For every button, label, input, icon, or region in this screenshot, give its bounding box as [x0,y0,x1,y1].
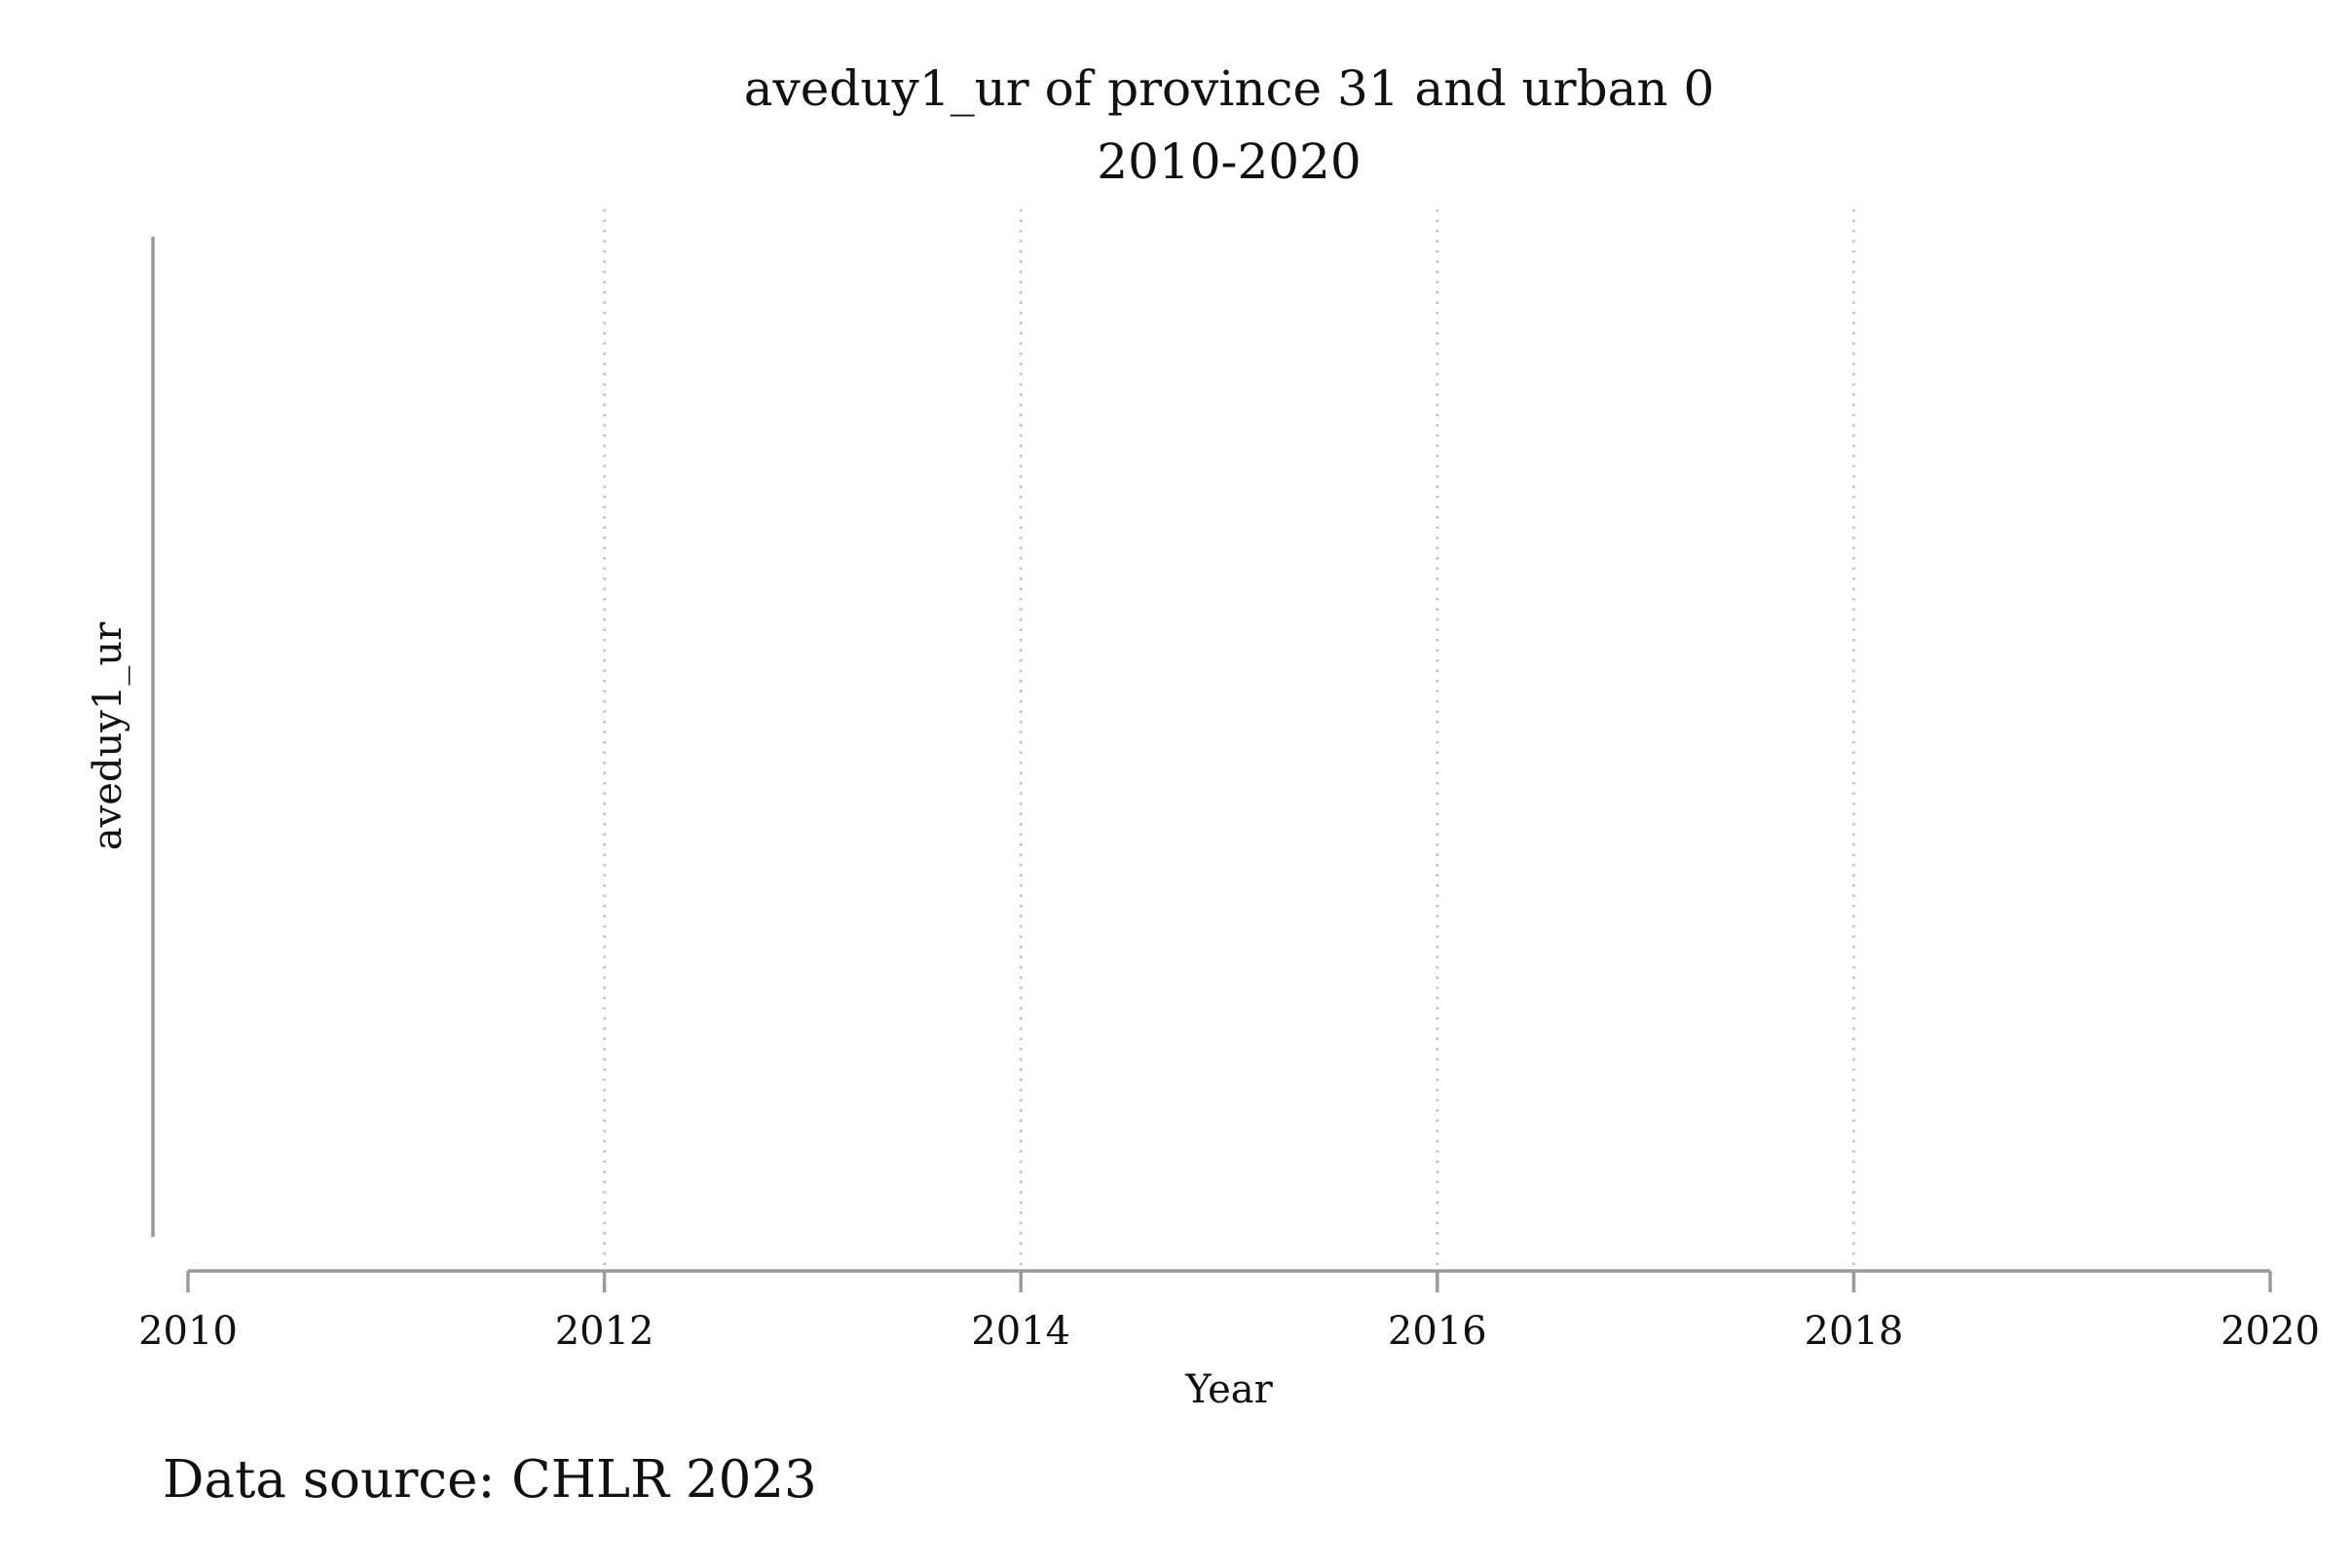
x-axis-ticks [186,1271,2272,1292]
x-tick-label-2012: 2012 [555,1309,654,1354]
x-tick-label-2020: 2020 [2221,1309,2320,1354]
x-tick-label-2010: 2010 [138,1309,238,1354]
y-axis-label: aveduy1_ur [86,621,131,850]
chart-title: aveduy1_ur of province 31 and urban 0 [744,60,1715,117]
x-axis-label: Year [1184,1367,1273,1412]
x-tick-label-2018: 2018 [1805,1309,1904,1354]
x-tick-label-2016: 2016 [1388,1309,1487,1354]
x-axis-tick-labels: 2010 2012 2014 2016 2018 2020 [138,1309,2320,1354]
data-source-note: Data source: CHLR 2023 [163,1450,817,1510]
chart-subtitle: 2010-2020 [1097,133,1361,190]
x-tick-label-2014: 2014 [971,1309,1070,1354]
